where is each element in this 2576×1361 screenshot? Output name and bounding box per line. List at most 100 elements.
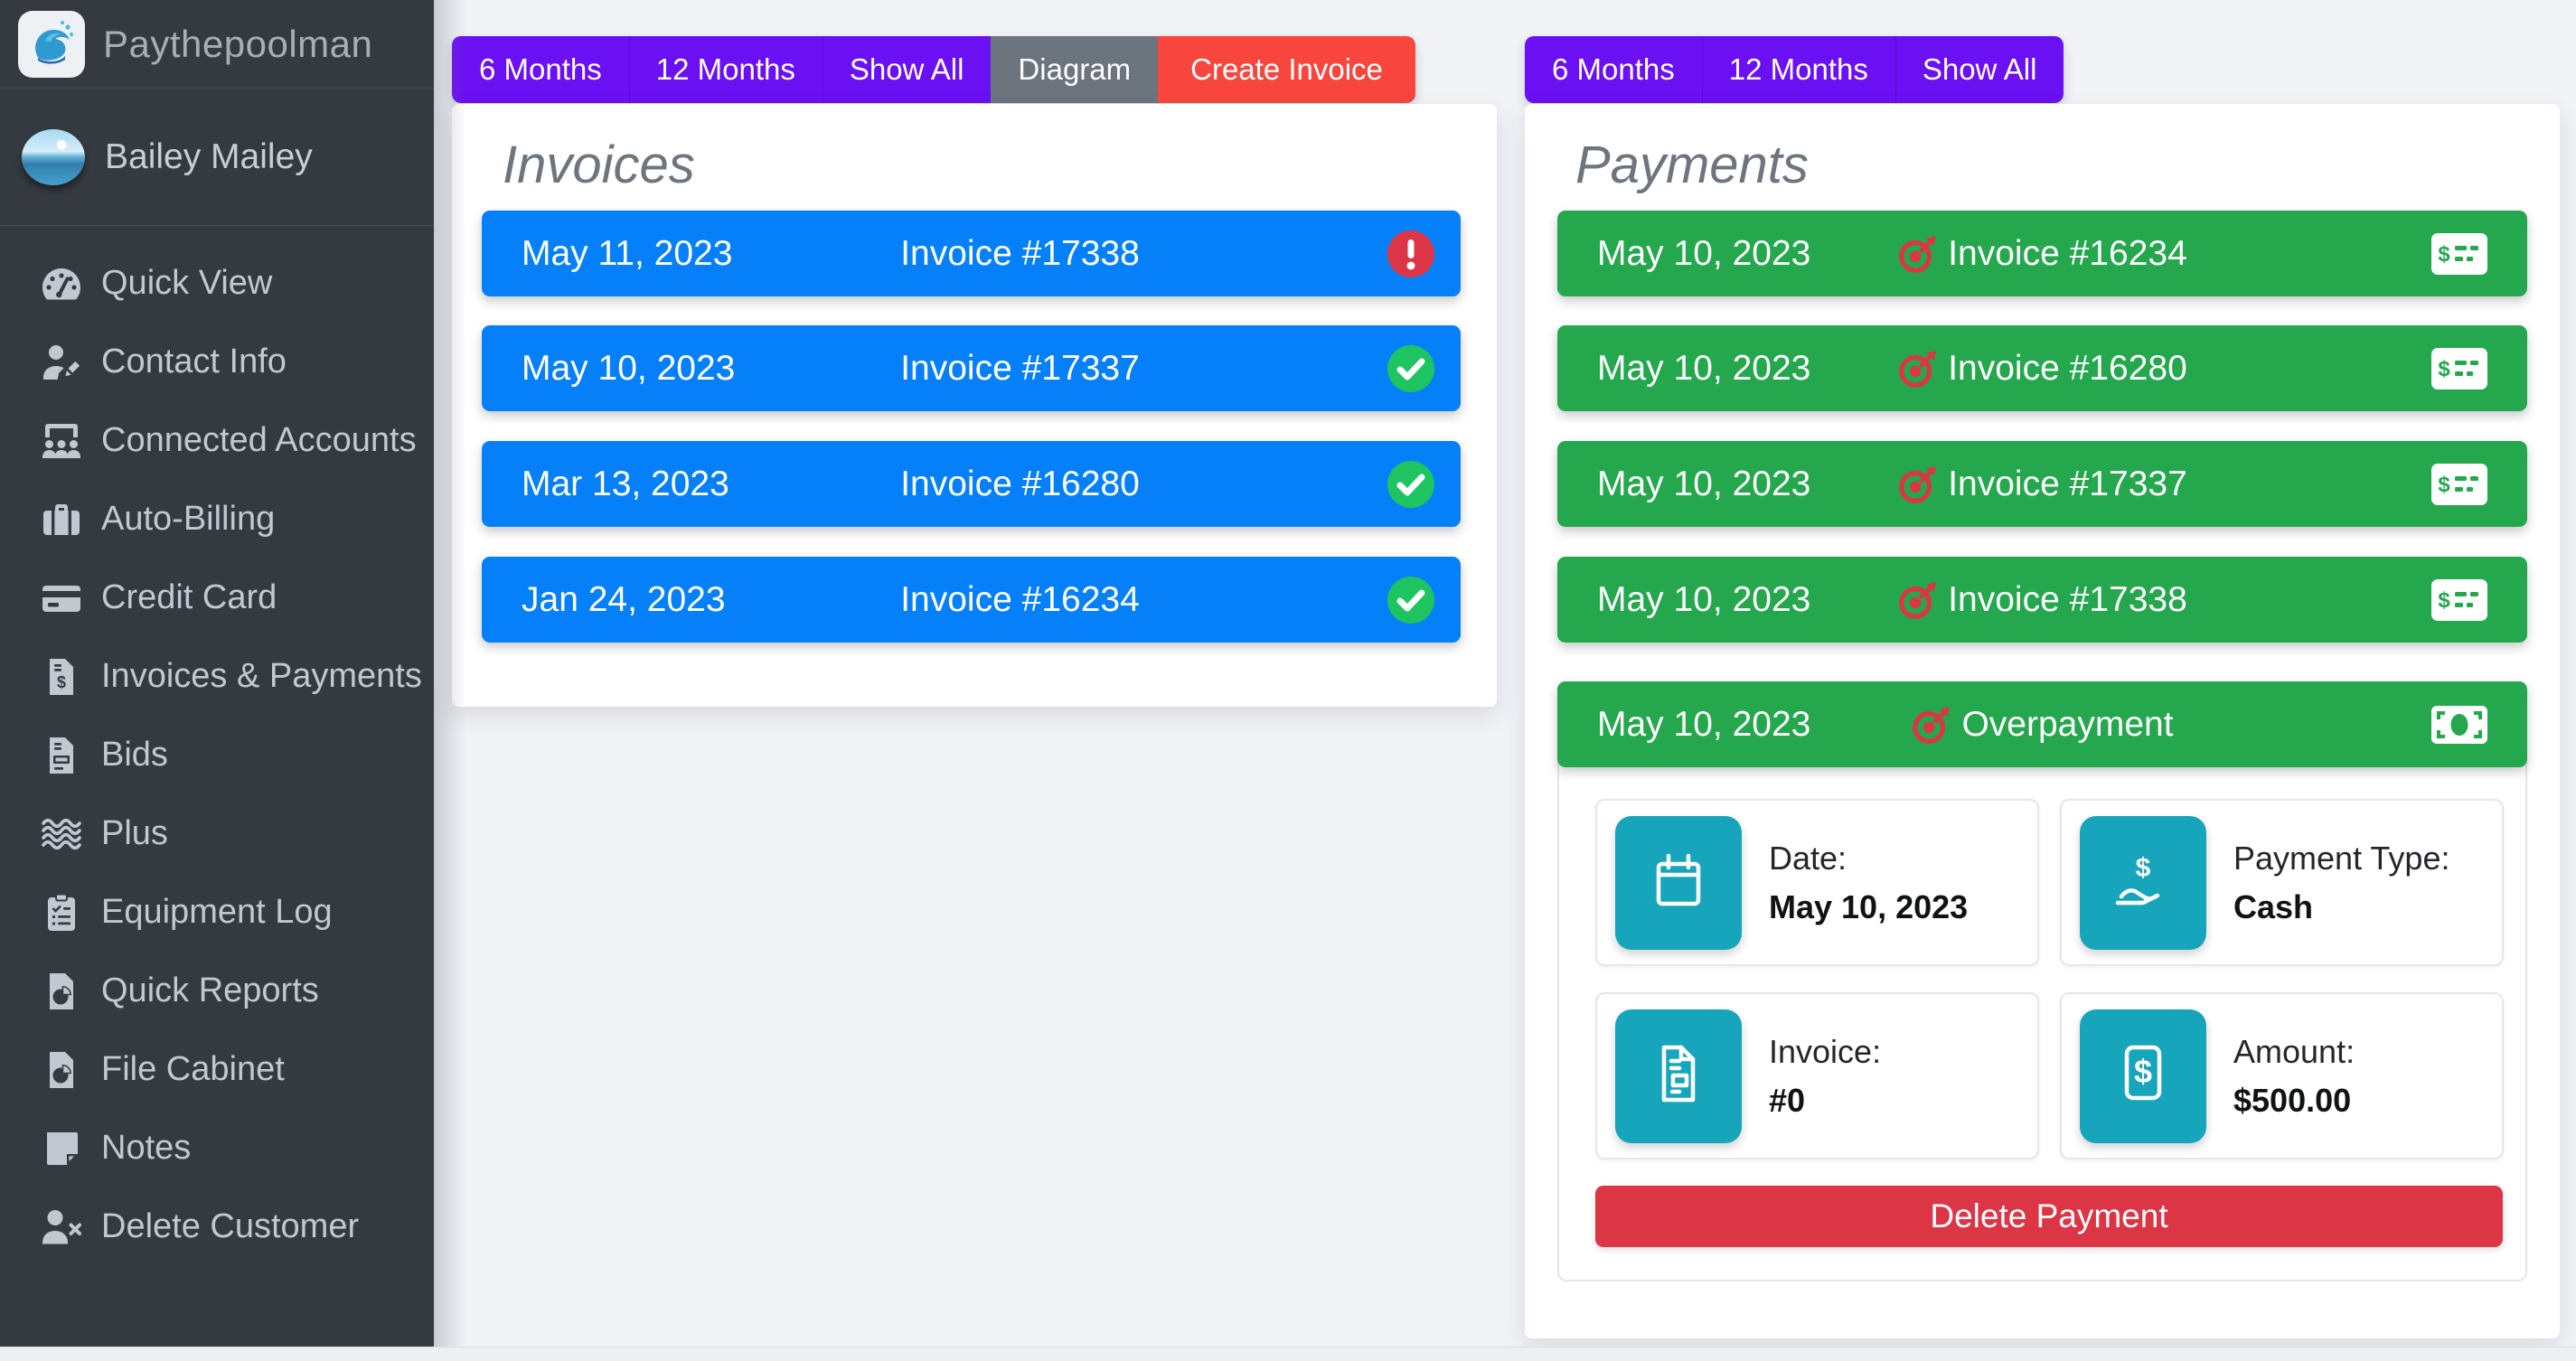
file-invoice-detail-icon — [1644, 1039, 1713, 1112]
file-invoice-dollar-icon: $ — [36, 657, 87, 697]
svg-text:$: $ — [2438, 357, 2450, 381]
money-bill-icon — [2431, 705, 2487, 744]
payment-date: May 10, 2023 — [1597, 348, 1811, 388]
payment-date: May 10, 2023 — [1597, 579, 1811, 619]
detail-card-date: Date: May 10, 2023 — [1595, 799, 2039, 966]
money-check-icon: $ — [2431, 578, 2487, 621]
invoice-row[interactable]: May 10, 2023 Invoice #17337 — [482, 325, 1461, 411]
file-invoice-icon — [36, 736, 87, 775]
bullseye-arrow-icon — [1897, 579, 1939, 621]
toolbar-button-12-months[interactable]: 12 Months — [1701, 36, 1895, 103]
credit-card-icon — [36, 578, 87, 618]
payment-row[interactable]: May 10, 2023 Invoice #16234 $ — [1557, 211, 2527, 296]
horizontal-scrollbar-track[interactable] — [0, 1347, 2576, 1361]
payments-toolbar: 6 Months 12 Months Show All — [1525, 36, 2064, 103]
invoice-number: Invoice #17338 — [900, 233, 1140, 273]
toolbar-button-6-months[interactable]: 6 Months — [452, 36, 629, 103]
sidebar-item-quick-reports[interactable]: Quick Reports — [0, 952, 434, 1030]
sidebar-item-invoices-payments[interactable]: $ Invoices & Payments — [0, 637, 434, 716]
sidebar-item-credit-card[interactable]: Credit Card — [0, 558, 434, 637]
bullseye-arrow-icon — [1911, 704, 1952, 746]
bullseye-arrow-icon — [1897, 464, 1939, 505]
check-circle-icon — [1387, 344, 1435, 393]
bullseye-arrow-icon — [1897, 348, 1939, 390]
invoices-toolbar: 6 Months 12 Months Show All Diagram Create I… — [452, 36, 1415, 103]
invoice-row[interactable]: Mar 13, 2023 Invoice #16280 — [482, 441, 1461, 527]
payment-row[interactable]: May 10, 2023 Overpayment — [1557, 681, 2527, 767]
sidebar-item-label: Bids — [101, 736, 168, 774]
invoice-date: Mar 13, 2023 — [522, 464, 729, 503]
check-circle-icon — [1387, 576, 1435, 624]
sidebar-item-plus[interactable]: Plus — [0, 794, 434, 873]
sidebar-item-notes[interactable]: Notes — [0, 1109, 434, 1187]
detail-card-amount: $ Amount: $500.00 — [2060, 992, 2504, 1159]
svg-text:$: $ — [2438, 473, 2450, 497]
toolbar-button-create-invoice[interactable]: Create Invoice — [1158, 36, 1415, 103]
toolbar-button-show-all[interactable]: Show All — [1894, 36, 2064, 103]
svg-text:$: $ — [57, 673, 66, 691]
brand-logo-icon — [18, 10, 85, 78]
sidebar-item-bids[interactable]: Bids — [0, 716, 434, 794]
sidebar-item-connected-accounts[interactable]: Connected Accounts — [0, 401, 434, 480]
payment-label: Invoice #16280 — [1948, 348, 2187, 388]
sidebar-item-label: Invoices & Payments — [101, 657, 422, 695]
sidebar-item-label: File Cabinet — [101, 1050, 285, 1088]
svg-text:$: $ — [2134, 1053, 2152, 1090]
invoice-date: May 10, 2023 — [522, 348, 736, 388]
payment-label: Invoice #17338 — [1948, 579, 2187, 619]
toolbar-button-6-months[interactable]: 6 Months — [1525, 36, 1702, 103]
payment-date: May 10, 2023 — [1597, 704, 1811, 744]
payment-detail-panel: Date: May 10, 2023 $ Payment Type: Cash Invoi… — [1557, 681, 2527, 1281]
svg-text:$: $ — [2438, 588, 2450, 613]
sidebar-item-label: Plus — [101, 814, 168, 852]
bullseye-arrow-icon — [1897, 233, 1939, 275]
sticky-note-icon — [36, 1129, 87, 1169]
sidebar-item-label: Equipment Log — [101, 893, 333, 931]
toolbar-button-diagram[interactable]: Diagram — [991, 36, 1159, 103]
sidebar-item-delete-customer[interactable]: Delete Customer — [0, 1187, 434, 1266]
payments-panel: Payments Date: May 10, 2023 $ Payment Type:… — [1525, 104, 2560, 1338]
payment-row[interactable]: May 10, 2023 Invoice #17338 $ — [1557, 557, 2527, 643]
payment-label: Invoice #17337 — [1948, 464, 2187, 503]
toolbar-button-12-months[interactable]: 12 Months — [628, 36, 823, 103]
delete-payment-button[interactable]: Delete Payment — [1595, 1186, 2503, 1247]
detail-label: Amount: — [2233, 1032, 2355, 1070]
user-avatar — [22, 128, 85, 185]
payment-label: Overpayment — [1961, 704, 2174, 744]
clipboard-list-icon — [36, 893, 87, 933]
payment-row[interactable]: May 10, 2023 Invoice #17337 $ — [1557, 441, 2527, 527]
sidebar-header: Paythepoolman — [0, 0, 434, 89]
detail-value: Cash — [2233, 887, 2314, 925]
payments-title: Payments — [1575, 136, 1809, 194]
detail-value: #0 — [1769, 1081, 1806, 1119]
sidebar-nav: Quick View Contact Info Connected Accounts… — [0, 226, 434, 1266]
sidebar-item-file-cabinet[interactable]: File Cabinet — [0, 1030, 434, 1109]
invoice-row[interactable]: May 11, 2023 Invoice #17338 — [482, 211, 1461, 296]
sidebar-item-contact-info[interactable]: Contact Info — [0, 323, 434, 401]
payment-row[interactable]: May 10, 2023 Invoice #16280 $ — [1557, 325, 2527, 411]
money-check-icon: $ — [2431, 463, 2487, 505]
sidebar-item-label: Delete Customer — [101, 1207, 360, 1245]
invoice-date: Jan 24, 2023 — [522, 579, 726, 619]
svg-text:$: $ — [2438, 242, 2450, 267]
invoice-number: Invoice #16234 — [900, 579, 1140, 619]
user-row[interactable]: Bailey Mailey — [0, 89, 434, 226]
file-chart-pie-icon — [36, 971, 87, 1011]
sidebar-item-equipment-log[interactable]: Equipment Log — [0, 873, 434, 952]
payment-label: Invoice #16234 — [1948, 233, 2187, 273]
invoice-number: Invoice #17337 — [900, 348, 1140, 388]
sidebar-item-label: Notes — [101, 1129, 192, 1167]
sidebar-item-auto-billing[interactable]: Auto-Billing — [0, 480, 434, 558]
user-times-icon — [36, 1207, 87, 1247]
sidebar-item-label: Credit Card — [101, 578, 277, 616]
sidebar-shadow — [434, 0, 466, 1347]
dollar-document-icon: $ — [2109, 1039, 2177, 1112]
invoice-number: Invoice #16280 — [900, 464, 1140, 503]
toolbar-button-show-all[interactable]: Show All — [822, 36, 992, 103]
detail-card-payment-type: $ Payment Type: Cash — [2060, 799, 2504, 966]
invoice-row[interactable]: Jan 24, 2023 Invoice #16234 — [482, 557, 1461, 643]
invoices-panel: Invoices May 11, 2023 Invoice #17338 May 1… — [452, 104, 1497, 707]
exclamation-circle-icon — [1387, 230, 1435, 278]
sidebar-item-quick-view[interactable]: Quick View — [0, 244, 434, 323]
detail-label: Date: — [1769, 839, 1847, 877]
